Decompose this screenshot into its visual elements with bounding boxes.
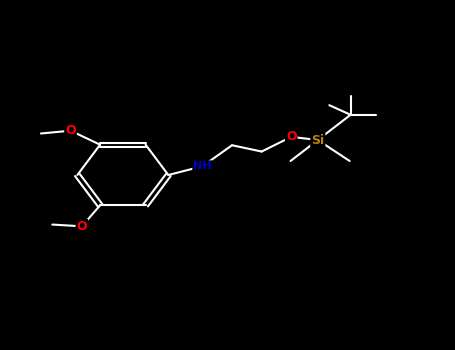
Text: O: O — [76, 220, 87, 233]
Text: O: O — [65, 124, 76, 137]
Text: Si: Si — [311, 133, 324, 147]
Text: NH: NH — [193, 161, 212, 171]
Text: O: O — [286, 130, 297, 143]
